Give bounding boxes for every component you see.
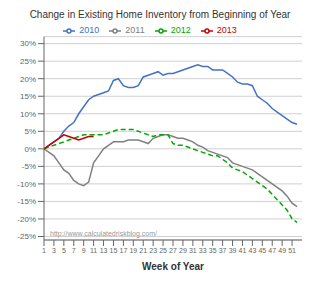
svg-text:5%: 5% [24, 127, 36, 136]
svg-text:41: 41 [239, 247, 247, 254]
html-text:2012: 2012 [170, 25, 191, 35]
svg-text:21: 21 [139, 247, 147, 254]
svg-text:35: 35 [209, 247, 217, 254]
svg-text:3: 3 [52, 247, 56, 254]
html-text:http://www.calculatedriskblog.: http://www.calculatedriskblog.com/ [50, 230, 157, 237]
svg-text:13: 13 [100, 247, 108, 254]
svg-text:31: 31 [189, 247, 197, 254]
html-text:2011: 2011 [125, 25, 145, 35]
svg-text:51: 51 [288, 247, 296, 254]
svg-text:15%: 15% [20, 92, 36, 101]
svg-text:49: 49 [278, 247, 286, 254]
svg-text:39: 39 [229, 247, 237, 254]
svg-text:33: 33 [199, 247, 207, 254]
html-text:2013: 2013 [216, 25, 237, 35]
svg-text:0%: 0% [24, 145, 36, 154]
svg-text:-20%: -20% [17, 215, 36, 224]
svg-text:-5%: -5% [22, 162, 36, 171]
svg-text:43: 43 [248, 247, 256, 254]
svg-text:27: 27 [169, 247, 177, 254]
svg-text:-15%: -15% [17, 197, 36, 206]
svg-text:23: 23 [149, 247, 157, 254]
svg-text:9: 9 [82, 247, 86, 254]
svg-text:-25%: -25% [17, 232, 36, 241]
svg-text:11: 11 [90, 247, 97, 254]
svg-text:5: 5 [62, 247, 66, 254]
svg-text:19: 19 [129, 247, 137, 254]
svg-text:1: 1 [42, 247, 46, 254]
svg-text:45: 45 [258, 247, 266, 254]
svg-text:25%: 25% [20, 57, 36, 66]
svg-text:30%: 30% [20, 39, 36, 48]
svg-text:25: 25 [159, 247, 167, 254]
svg-text:Week of Year: Week of Year [142, 261, 204, 272]
svg-text:29: 29 [179, 247, 187, 254]
svg-text:17: 17 [119, 247, 127, 254]
html-text:Change in Existing Home Invent: Change in Existing Home Inventory from B… [29, 9, 291, 20]
svg-text:47: 47 [268, 247, 276, 254]
svg-text:10%: 10% [20, 110, 36, 119]
svg-text:37: 37 [219, 247, 227, 254]
svg-text:-10%: -10% [17, 180, 36, 189]
svg-text:15: 15 [110, 247, 118, 254]
svg-text:7: 7 [72, 247, 76, 254]
svg-text:20%: 20% [20, 75, 36, 84]
html-text:2010: 2010 [79, 25, 100, 35]
